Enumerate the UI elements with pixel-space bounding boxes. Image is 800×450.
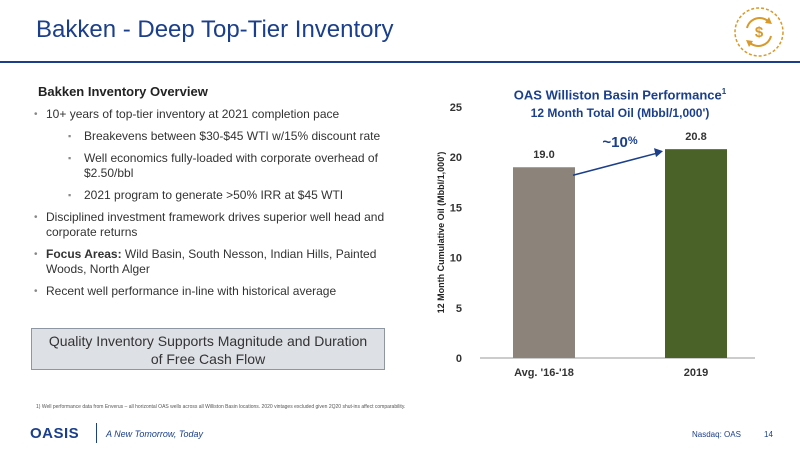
sub-bullet-item: Breakevens between $30-$45 WTI w/15% dis… bbox=[30, 129, 390, 144]
y-tick-label: 25 bbox=[450, 102, 462, 114]
chart-subtitle: 12 Month Total Oil (Mbbl/1,000') bbox=[530, 106, 710, 120]
title-divider bbox=[0, 61, 800, 63]
growth-unit: % bbox=[628, 135, 638, 147]
tagline: A New Tomorrow, Today bbox=[106, 429, 204, 439]
bullet-item: Recent well performance in-line with his… bbox=[30, 284, 390, 299]
growth-value: ~10 bbox=[602, 134, 627, 151]
section-heading: Bakken Inventory Overview bbox=[38, 84, 208, 99]
y-axis-label: 12 Month Cumulative Oil (Mbbl/1,000') bbox=[436, 152, 446, 314]
bullet-item-focus-areas: Focus Areas: Wild Basin, South Nesson, I… bbox=[30, 247, 390, 277]
chart-title: OAS Williston Basin Performance1 bbox=[513, 87, 727, 103]
y-tick-label: 15 bbox=[450, 202, 462, 214]
page-title: Bakken - Deep Top-Tier Inventory bbox=[36, 16, 394, 43]
ticker-label: Nasdaq: OAS bbox=[692, 430, 741, 439]
data-label: 20.8 bbox=[685, 131, 706, 143]
growth-annotation: ~10% bbox=[602, 134, 637, 151]
x-tick-label: Avg. '16-'18 bbox=[514, 367, 574, 379]
callout-box: Quality Inventory Supports Magnitude and… bbox=[31, 328, 385, 370]
callout-line: Quality Inventory Supports Magnitude and… bbox=[48, 333, 368, 349]
inventory-overview: Bakken Inventory Overview 10+ years of t… bbox=[30, 84, 390, 306]
growth-arrow-head bbox=[654, 148, 663, 158]
bar bbox=[513, 167, 575, 358]
x-tick-label: 2019 bbox=[684, 367, 708, 379]
y-tick-label: 10 bbox=[450, 253, 462, 265]
y-tick-label: 0 bbox=[456, 353, 462, 365]
focus-areas-label: Focus Areas: bbox=[46, 247, 122, 261]
callout-line: of Free Cash Flow bbox=[150, 351, 266, 367]
y-tick-label: 20 bbox=[450, 152, 462, 164]
sub-bullet-item: Well economics fully-loaded with corpora… bbox=[30, 151, 390, 181]
bar-chart: 12 Month Cumulative Oil (Mbbl/1,000') 0 5 1… bbox=[436, 102, 755, 379]
chart-title-footnote: 1 bbox=[721, 87, 727, 96]
bullet-list: 10+ years of top-tier inventory at 2021 … bbox=[30, 107, 390, 299]
svg-text:$: $ bbox=[755, 24, 764, 41]
footnote: 1) Well performance data from Enverus – … bbox=[36, 404, 406, 410]
bullet-item: 10+ years of top-tier inventory at 2021 … bbox=[30, 107, 390, 122]
bar bbox=[665, 149, 727, 358]
focus-areas-text: Wild Basin, South Nesson, Indian Hills, … bbox=[46, 247, 377, 276]
dollar-cycle-icon: $ bbox=[734, 7, 784, 57]
logo-divider bbox=[96, 423, 97, 443]
growth-arrow-line bbox=[572, 152, 658, 176]
data-label: 19.0 bbox=[533, 149, 554, 161]
bullet-item: Disciplined investment framework drives … bbox=[30, 210, 390, 240]
y-tick-label: 5 bbox=[456, 303, 462, 315]
sub-bullet-item: 2021 program to generate >50% IRR at $45… bbox=[30, 188, 390, 203]
oasis-logo: OASIS bbox=[30, 425, 80, 442]
page-number: 14 bbox=[764, 430, 773, 439]
